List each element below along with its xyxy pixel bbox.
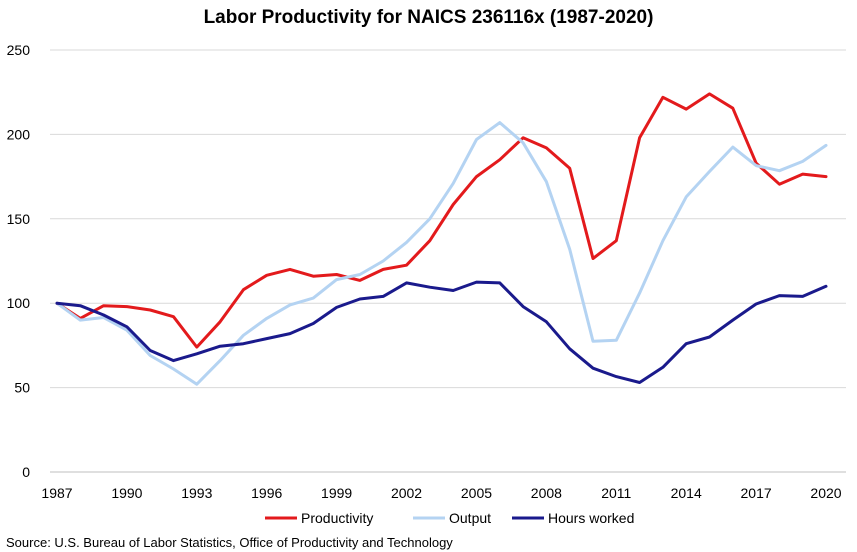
y-tick-label: 50 — [14, 380, 30, 396]
series-line-output — [55, 121, 828, 386]
y-tick-label: 200 — [7, 126, 31, 142]
legend-label: Productivity — [301, 510, 373, 526]
source-note: Source: U.S. Bureau of Labor Statistics,… — [6, 535, 453, 550]
x-tick-label: 2005 — [461, 485, 492, 501]
y-tick-label: 250 — [7, 42, 31, 58]
y-tick-label: 0 — [22, 464, 30, 480]
x-tick-label: 2002 — [391, 485, 422, 501]
x-tick-label: 1987 — [41, 485, 72, 501]
x-tick-label: 2020 — [810, 485, 841, 501]
chart-title: Labor Productivity for NAICS 236116x (19… — [203, 7, 654, 28]
gridlines — [50, 49, 846, 473]
x-tick-label: 2011 — [601, 485, 631, 501]
legend-label: Output — [449, 510, 491, 526]
x-tick-label: 1996 — [251, 485, 282, 501]
y-tick-label: 150 — [7, 211, 31, 227]
x-tick-label: 2017 — [741, 485, 772, 501]
series-lines — [55, 92, 828, 386]
x-tick-label: 2008 — [531, 485, 562, 501]
legend-label: Hours worked — [548, 510, 634, 526]
x-tick-label: 1999 — [321, 485, 352, 501]
series-line-productivity — [55, 92, 828, 349]
x-tick-label: 1990 — [111, 485, 142, 501]
x-axis-tick-labels: 1987 1990 1993 1996 1999 2002 2005 2008 2011 2014… — [41, 485, 841, 501]
x-tick-label: 2014 — [671, 485, 702, 501]
x-tick-label: 1993 — [181, 485, 212, 501]
series-line-hours-worked — [55, 280, 828, 384]
y-tick-label: 100 — [7, 295, 31, 311]
legend: Productivity Output Hours worked — [265, 510, 634, 526]
y-axis-tick-labels: 0 50 100 150 200 250 — [7, 42, 31, 480]
